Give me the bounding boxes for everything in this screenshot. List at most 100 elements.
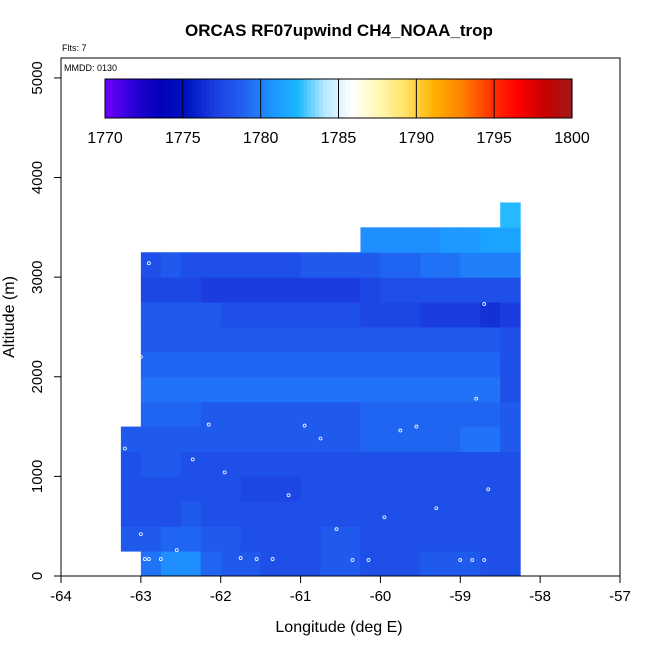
heatmap-cell: [220, 451, 242, 477]
heatmap-cell: [380, 326, 401, 353]
heatmap-cell: [200, 401, 222, 428]
colorbar-swatch: [513, 79, 519, 118]
heatmap-cell: [500, 326, 521, 353]
heatmap-cell: [180, 302, 202, 328]
heatmap-cell: [400, 326, 421, 353]
colorbar-swatch: [198, 79, 203, 118]
heatmap-cell: [420, 252, 441, 278]
heatmap-cell: [400, 227, 421, 253]
heatmap-cell: [300, 302, 322, 328]
heatmap-cell: [340, 426, 361, 452]
heatmap-cell: [380, 426, 401, 452]
heatmap-cell: [160, 451, 182, 477]
heatmap-cell: [240, 401, 262, 428]
colorbar-swatch: [151, 79, 157, 118]
heatmap-cell: [440, 376, 461, 403]
heatmap-cell: [220, 476, 242, 502]
x-tick-label: -63: [130, 588, 152, 605]
colorbar-swatch: [132, 79, 137, 118]
colorbar-swatch: [490, 79, 495, 118]
heatmap-cell: [460, 551, 481, 577]
colorbar-swatch: [400, 79, 406, 118]
heatmap-cell: [120, 501, 142, 527]
heatmap-cell: [440, 501, 461, 527]
colorbar-swatch: [392, 79, 398, 118]
heatmap-cell: [240, 476, 262, 502]
heatmap-cell: [460, 277, 481, 303]
heatmap-cell: [260, 401, 282, 428]
heatmap-cell: [160, 501, 182, 527]
heatmap-cell: [500, 401, 521, 428]
colorbar-swatch: [568, 79, 573, 118]
heatmap-cell: [440, 326, 461, 353]
heatmap-cell: [420, 376, 441, 403]
colorbar-swatch: [560, 79, 565, 118]
colorbar-tick-label: 1775: [165, 130, 201, 147]
colorbar-swatch: [447, 79, 452, 118]
colorbar-swatch: [229, 79, 235, 118]
colorbar-swatch: [357, 79, 363, 118]
colorbar-tick-label: 1785: [321, 130, 357, 147]
heatmap-cell: [440, 302, 461, 328]
heatmap-cell: [240, 526, 262, 552]
colorbar-swatch: [529, 79, 534, 118]
heatmap-cell: [460, 476, 481, 502]
colorbar-swatch: [319, 79, 324, 118]
heatmap-cell: [440, 476, 461, 502]
heatmap-cell: [220, 326, 242, 353]
heatmap-cell: [400, 451, 421, 477]
heatmap-cell: [220, 401, 242, 428]
colorbar-swatch: [194, 79, 199, 118]
heatmap-cell: [120, 476, 142, 502]
sample-point: [142, 557, 147, 561]
heatmap-cell: [180, 401, 202, 428]
colorbar-swatch: [163, 79, 168, 118]
heatmap-cell: [160, 302, 182, 328]
colorbar-swatch: [175, 79, 180, 118]
heatmap-cell: [260, 551, 282, 577]
heatmap-cell: [480, 252, 501, 278]
colorbar-tick-label: 1770: [87, 130, 123, 147]
y-tick-label: 5000: [29, 61, 46, 94]
colorbar-swatch: [143, 79, 149, 118]
colorbar-swatch: [202, 79, 207, 118]
heatmap-cell: [440, 252, 461, 278]
heatmap-cell: [360, 476, 381, 502]
heatmap-cell: [220, 277, 242, 303]
heatmap-cell: [280, 326, 302, 353]
heatmap-cell: [340, 401, 361, 428]
heatmap-cell: [360, 376, 381, 403]
colorbar-swatch: [435, 79, 441, 118]
heatmap-cell: [300, 351, 322, 378]
colorbar-swatch: [287, 79, 293, 118]
colorbar-swatch: [268, 79, 273, 118]
colorbar-swatch: [260, 79, 266, 118]
colorbar-swatch: [136, 79, 141, 118]
sample-point: [174, 548, 179, 552]
colorbar-swatch: [420, 79, 425, 118]
heatmap-cell: [360, 277, 381, 303]
heatmap-cell: [340, 551, 361, 577]
colorbar-swatch: [307, 79, 312, 118]
sample-point: [482, 302, 487, 306]
heatmap-cell: [380, 476, 401, 502]
heatmap-cell: [420, 302, 441, 328]
heatmap-cell: [200, 551, 222, 577]
colorbar-swatch: [303, 79, 308, 118]
colorbar-swatch: [182, 79, 188, 118]
heatmap-cell: [240, 252, 262, 278]
heatmap-cell: [400, 252, 421, 278]
colorbar-swatch: [206, 79, 211, 118]
heatmap-cell: [480, 401, 501, 428]
sample-point: [222, 470, 227, 475]
heatmap-cell: [500, 451, 521, 477]
colorbar-swatch: [350, 79, 355, 118]
heatmap-cell: [420, 551, 441, 577]
colorbar-swatch: [237, 79, 242, 118]
heatmap-cell: [200, 351, 222, 378]
heatmap-cell: [220, 252, 242, 278]
colorbar-swatch: [284, 79, 289, 118]
x-axis: -64 -63 -62 -61 -60 -59 -58 -57: [50, 576, 631, 605]
heatmap-cell: [180, 277, 202, 303]
colorbar-swatch: [396, 79, 402, 118]
